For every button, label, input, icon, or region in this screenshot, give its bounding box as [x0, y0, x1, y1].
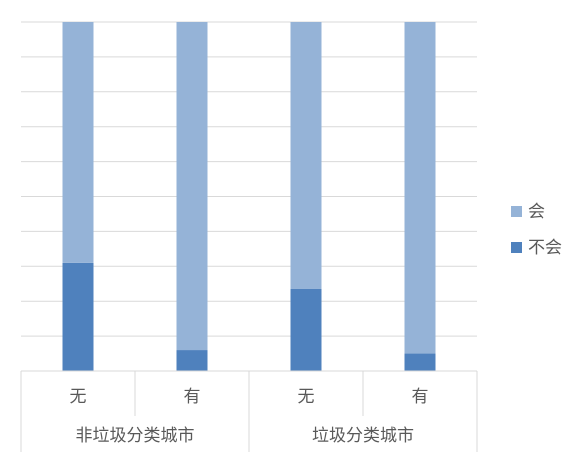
- bar-segment-hui-3: [404, 22, 436, 354]
- bar-segment-hui-1: [176, 22, 208, 351]
- bars: [62, 22, 436, 371]
- category-tick-label: 有: [184, 387, 201, 407]
- bar-segment-bune-1: [176, 350, 208, 371]
- legend-swatch: [511, 242, 522, 253]
- legend-swatch: [511, 206, 522, 217]
- legend: 会不会: [511, 202, 562, 258]
- bar-segment-bune-2: [290, 288, 322, 371]
- bar-segment-hui-2: [290, 22, 322, 289]
- bar-segment-bune-3: [404, 353, 436, 371]
- category-tick-label: 有: [412, 387, 429, 407]
- group-label: 垃圾分类城市: [312, 426, 414, 446]
- group-label: 非垃圾分类城市: [76, 426, 195, 446]
- legend-label: 不会: [528, 238, 562, 258]
- category-tick-label: 无: [298, 387, 315, 407]
- legend-label: 会: [528, 202, 545, 222]
- category-tick-label: 无: [70, 387, 87, 407]
- bar-segment-hui-0: [62, 22, 94, 263]
- bar-segment-bune-0: [62, 262, 94, 371]
